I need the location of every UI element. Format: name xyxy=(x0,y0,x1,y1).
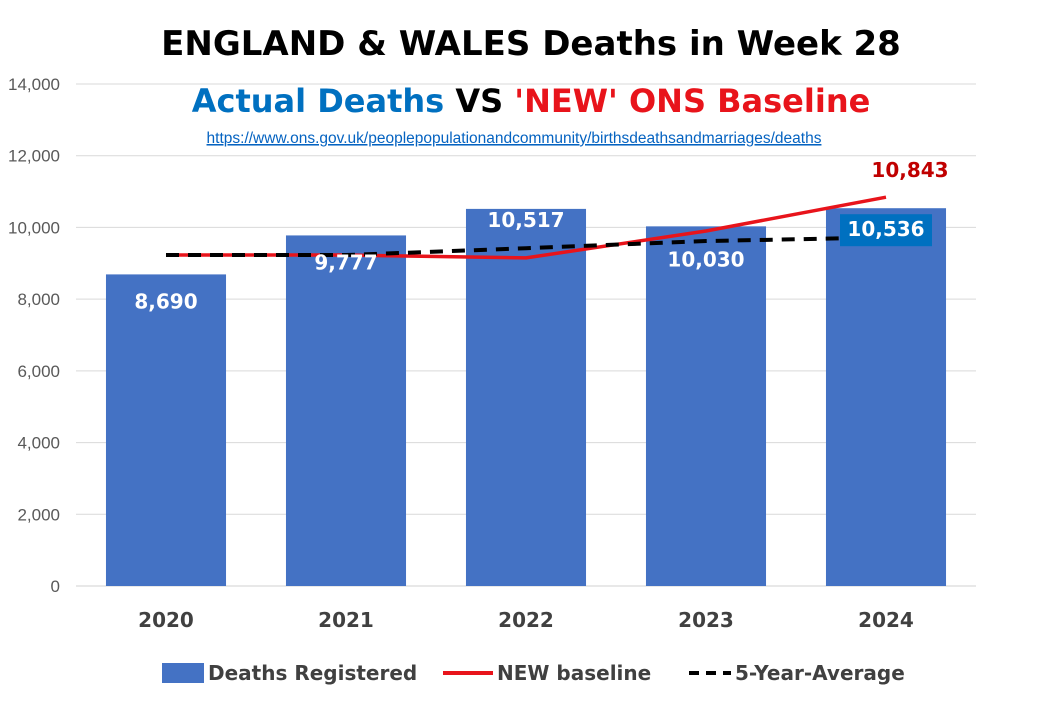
source-link[interactable]: https://www.ons.gov.uk/peoplepopulationa… xyxy=(207,130,822,147)
y-tick-label: 8,000 xyxy=(17,290,60,309)
y-tick-label: 10,000 xyxy=(8,218,60,237)
bar-data-label: 9,777 xyxy=(314,250,377,274)
chart-subtitle: Actual Deaths VS 'NEW' ONS Baseline xyxy=(192,82,871,120)
y-tick-label: 0 xyxy=(51,577,60,596)
y-tick-label: 2,000 xyxy=(17,505,60,524)
bar-2023 xyxy=(645,226,767,587)
bar-label-box xyxy=(840,214,932,247)
series-lines xyxy=(166,195,887,260)
bar-labels: 8,690 9,777 10,517 10,030 10,536 10,843 xyxy=(134,158,948,313)
y-tick-label: 6,000 xyxy=(17,362,60,381)
x-tick-label: 2020 xyxy=(138,608,194,632)
baseline-end-label: 10,843 xyxy=(871,158,948,182)
series-line-5-year-average xyxy=(166,235,887,258)
legend-label: NEW baseline xyxy=(497,661,651,685)
bar-data-label: 10,536 xyxy=(847,217,924,241)
subtitle-actual: Actual Deaths xyxy=(192,82,445,120)
subtitle-vs: VS xyxy=(444,82,514,120)
y-tick-label: 4,000 xyxy=(17,434,60,453)
y-axis-ticks: 0 2,000 4,000 6,000 8,000 10,000 12,000 14,000 xyxy=(8,75,60,596)
x-tick-label: 2023 xyxy=(678,608,734,632)
legend: Deaths Registered NEW baseline 5-Year-Aver… xyxy=(162,661,905,685)
subtitle-baseline: 'NEW' ONS Baseline xyxy=(514,82,870,120)
y-tick-label: 12,000 xyxy=(8,147,60,166)
bar-data-label: 10,030 xyxy=(667,247,744,271)
legend-label: 5-Year-Average xyxy=(735,661,905,685)
bar-data-label: 10,517 xyxy=(487,208,564,232)
legend-label: Deaths Registered xyxy=(208,661,417,685)
y-tick-label: 14,000 xyxy=(8,75,60,94)
bar-2024 xyxy=(825,208,947,586)
bar-2021 xyxy=(285,235,407,586)
bar-data-label: 8,690 xyxy=(134,289,197,313)
legend-swatch-bar xyxy=(162,663,204,683)
chart-title: ENGLAND & WALES Deaths in Week 28 xyxy=(161,24,901,64)
x-tick-label: 2021 xyxy=(318,608,374,632)
bars xyxy=(105,208,947,587)
x-tick-label: 2022 xyxy=(498,608,554,632)
bar-2020 xyxy=(105,274,227,586)
bar-2022 xyxy=(465,208,587,586)
x-tick-label: 2024 xyxy=(858,608,914,632)
x-axis-ticks: 2020 2021 2022 2023 2024 xyxy=(138,608,914,632)
